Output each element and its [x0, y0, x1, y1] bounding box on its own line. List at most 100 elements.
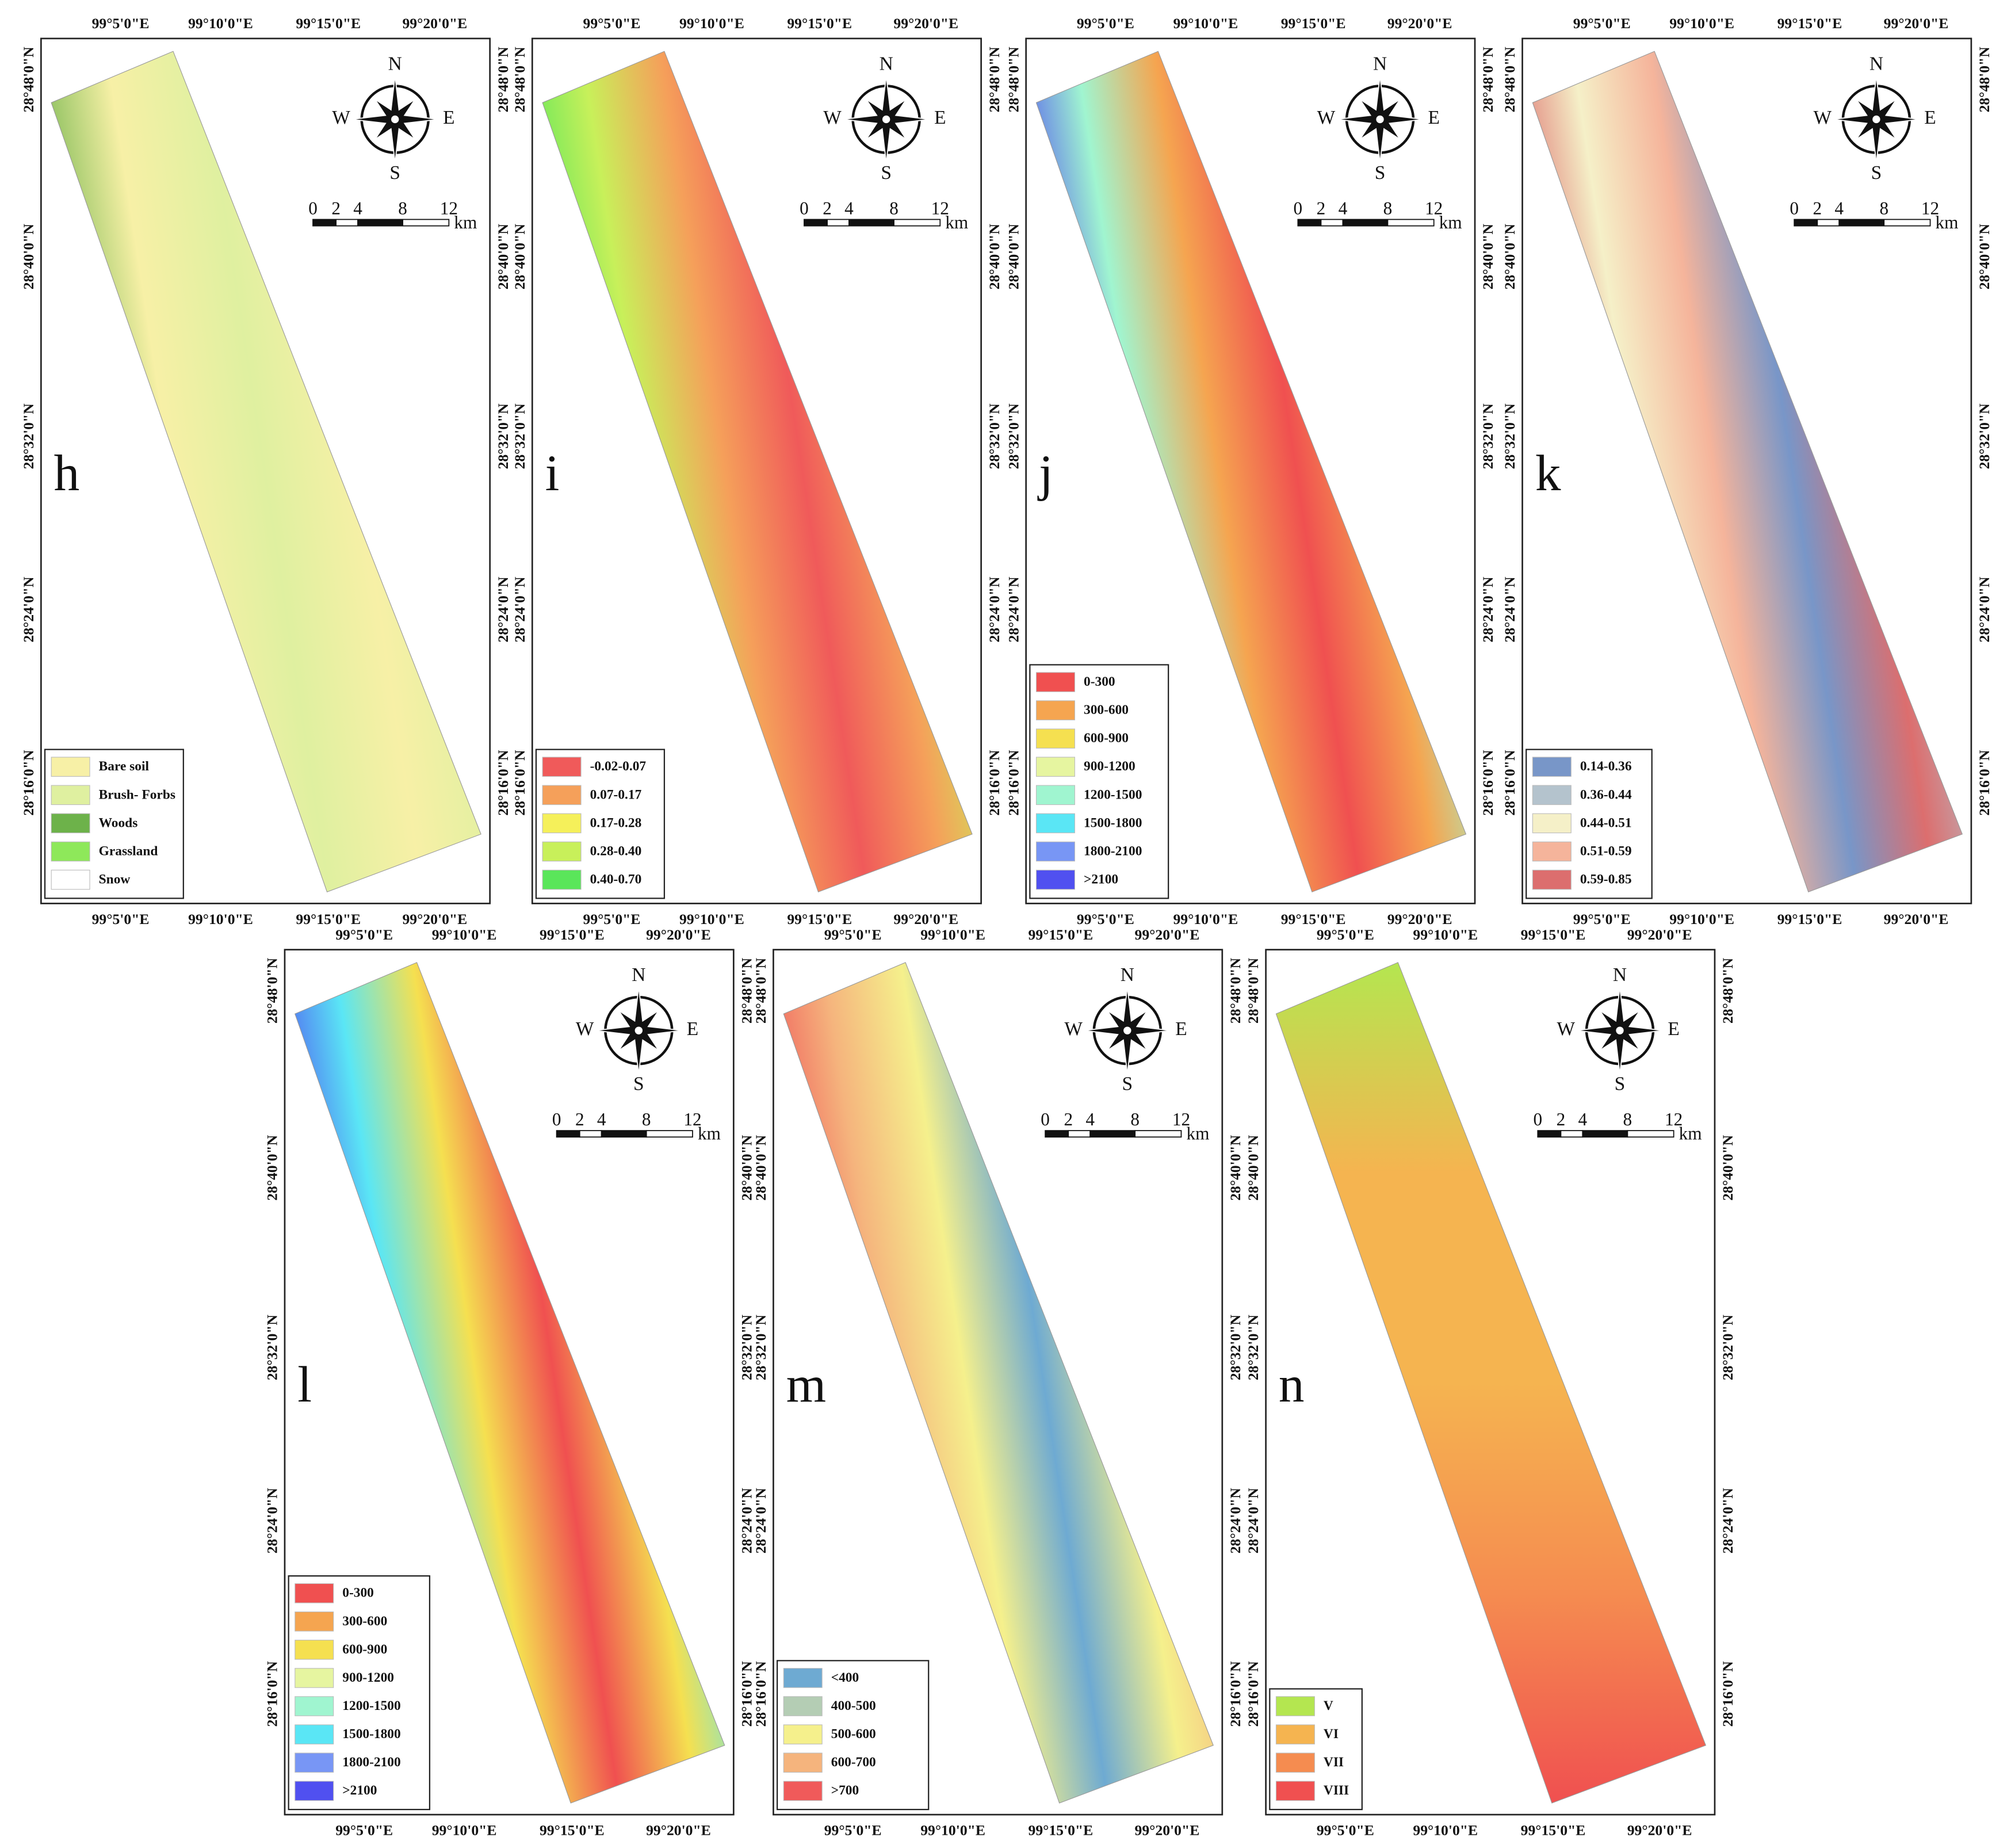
compass-e: E [1668, 1018, 1679, 1040]
scale-label: 12 [931, 198, 949, 218]
lon-tick-label: 99°10'0"E [1173, 15, 1238, 32]
map-strip [295, 962, 725, 1804]
legend-label: 0.40-0.70 [590, 872, 642, 887]
scale-segment [1537, 1130, 1562, 1138]
lat-tick-label: 28°16'0"N [739, 1661, 755, 1727]
lon-tick-label: 99°15'0"E [1777, 15, 1842, 32]
legend-swatch [1035, 672, 1075, 692]
panel-letter: l [297, 1357, 312, 1413]
compass-s: S [633, 1074, 644, 1095]
scale-label: 8 [642, 1109, 651, 1129]
lat-tick-label: 28°48'0"N [1245, 957, 1261, 1024]
lon-tick-label: 99°15'0"E [787, 911, 852, 927]
compass-w: W [1813, 107, 1832, 128]
compass-center [1872, 115, 1880, 124]
legend-label: 0.28-0.40 [590, 843, 642, 858]
compass-s: S [1375, 162, 1386, 184]
scale-segment [1794, 219, 1818, 227]
lat-tick-label: 28°48'0"N [20, 47, 37, 113]
lat-tick-label: 28°24'0"N [1719, 1488, 1736, 1554]
scale-segment [1342, 219, 1389, 227]
legend-label: -0.02-0.07 [590, 759, 647, 774]
legend-swatch [1532, 841, 1572, 862]
lon-tick-label: 99°5'0"E [1573, 911, 1631, 927]
lon-tick-label: 99°15'0"E [1521, 926, 1586, 943]
compass-s: S [1871, 162, 1882, 184]
lon-tick-label: 99°15'0"E [540, 926, 605, 943]
legend-swatch [1035, 841, 1075, 862]
compass-e: E [1428, 107, 1439, 128]
lat-tick-label: 28°16'0"N [752, 1661, 769, 1727]
compass: N S W E [1317, 53, 1440, 184]
lon-tick-label: 99°15'0"E [1029, 926, 1094, 943]
legend-label: 500-600 [831, 1727, 876, 1742]
scale-unit: km [1679, 1124, 1702, 1144]
legend-label: 1200-1500 [342, 1698, 400, 1713]
legend-label: <400 [831, 1670, 859, 1685]
lat-tick-label: 28°16'0"N [264, 1661, 281, 1727]
lat-tick-label: 28°40'0"N [1719, 1135, 1736, 1201]
compass-n: N [880, 53, 893, 74]
lon-tick-label: 99°10'0"E [679, 15, 744, 32]
scale-segment [1560, 1130, 1584, 1138]
panel-letter: m [786, 1357, 826, 1413]
scale-label: 8 [889, 198, 899, 218]
lat-tick-label: 28°32'0"N [1501, 403, 1518, 469]
compass-w: W [823, 107, 842, 128]
legend-swatch [51, 757, 90, 777]
legend: 0-300 300-600 600-900 900-1200 1200-1500 1500… [288, 1575, 431, 1811]
lon-tick-label: 99°15'0"E [296, 911, 361, 927]
legend-swatch [295, 1612, 334, 1632]
scale-segment [1838, 219, 1885, 227]
scale-label: 0 [800, 198, 809, 218]
compass-n: N [1869, 53, 1883, 74]
lat-tick-label: 28°40'0"N [20, 224, 37, 290]
scale-label: 4 [1834, 198, 1844, 218]
compass-s: S [389, 162, 400, 184]
scale-label: 0 [1041, 1109, 1050, 1129]
compass-n: N [1613, 964, 1627, 986]
lon-tick-label: 99°20'0"E [1884, 15, 1949, 32]
scale-segment [312, 219, 337, 227]
legend-label: 400-500 [831, 1698, 876, 1713]
lat-tick-label: 28°48'0"N [1976, 47, 1993, 113]
compass-w: W [1557, 1018, 1576, 1040]
lat-tick-label: 28°32'0"N [986, 403, 1003, 469]
legend-swatch [542, 869, 582, 890]
compass-center [1123, 1026, 1131, 1034]
scale-segment [1045, 1130, 1069, 1138]
lat-tick-label: 28°48'0"N [1479, 47, 1496, 113]
legend-label: 600-900 [342, 1642, 387, 1657]
lon-tick-label: 99°5'0"E [335, 1822, 393, 1839]
legend: 0-300 300-600 600-900 900-1200 1200-1500 1500… [1029, 664, 1169, 899]
lat-tick-label: 28°16'0"N [20, 750, 37, 816]
lat-tick-label: 28°40'0"N [752, 1135, 769, 1201]
scale-label: 4 [1085, 1109, 1095, 1129]
compass-e: E [1175, 1018, 1187, 1040]
compass-w: W [332, 107, 350, 128]
legend-swatch [1035, 757, 1075, 777]
scale-segment [1883, 219, 1931, 227]
lat-tick-label: 28°16'0"N [1501, 750, 1518, 816]
lat-tick-label: 28°32'0"N [20, 403, 37, 469]
scale-label: 0 [1790, 198, 1799, 218]
lat-tick-label: 28°40'0"N [1976, 224, 1993, 290]
compass-w: W [1317, 107, 1336, 128]
legend-label: 0-300 [1084, 674, 1115, 689]
lon-tick-label: 99°5'0"E [1077, 15, 1134, 32]
lat-tick-label: 28°24'0"N [1005, 576, 1022, 643]
compass-center [882, 115, 890, 124]
legend: Bare soil Brush- Forbs Woods Grassland Snow [44, 749, 184, 899]
legend-label: 0.51-0.59 [1580, 843, 1632, 858]
scale-segment [1627, 1130, 1674, 1138]
lat-tick-label: 28°40'0"N [511, 224, 528, 290]
map-panel: k 99°5'0"E 99°5'0"E 99°10'0"E 99°10'0"E 99°15… [1501, 15, 1993, 927]
lon-tick-label: 99°15'0"E [1777, 911, 1842, 927]
compass-n: N [1121, 964, 1134, 986]
lat-tick-label: 28°24'0"N [1501, 576, 1518, 643]
lat-tick-label: 28°16'0"N [1719, 1661, 1736, 1727]
lat-tick-label: 28°16'0"N [1005, 750, 1022, 816]
